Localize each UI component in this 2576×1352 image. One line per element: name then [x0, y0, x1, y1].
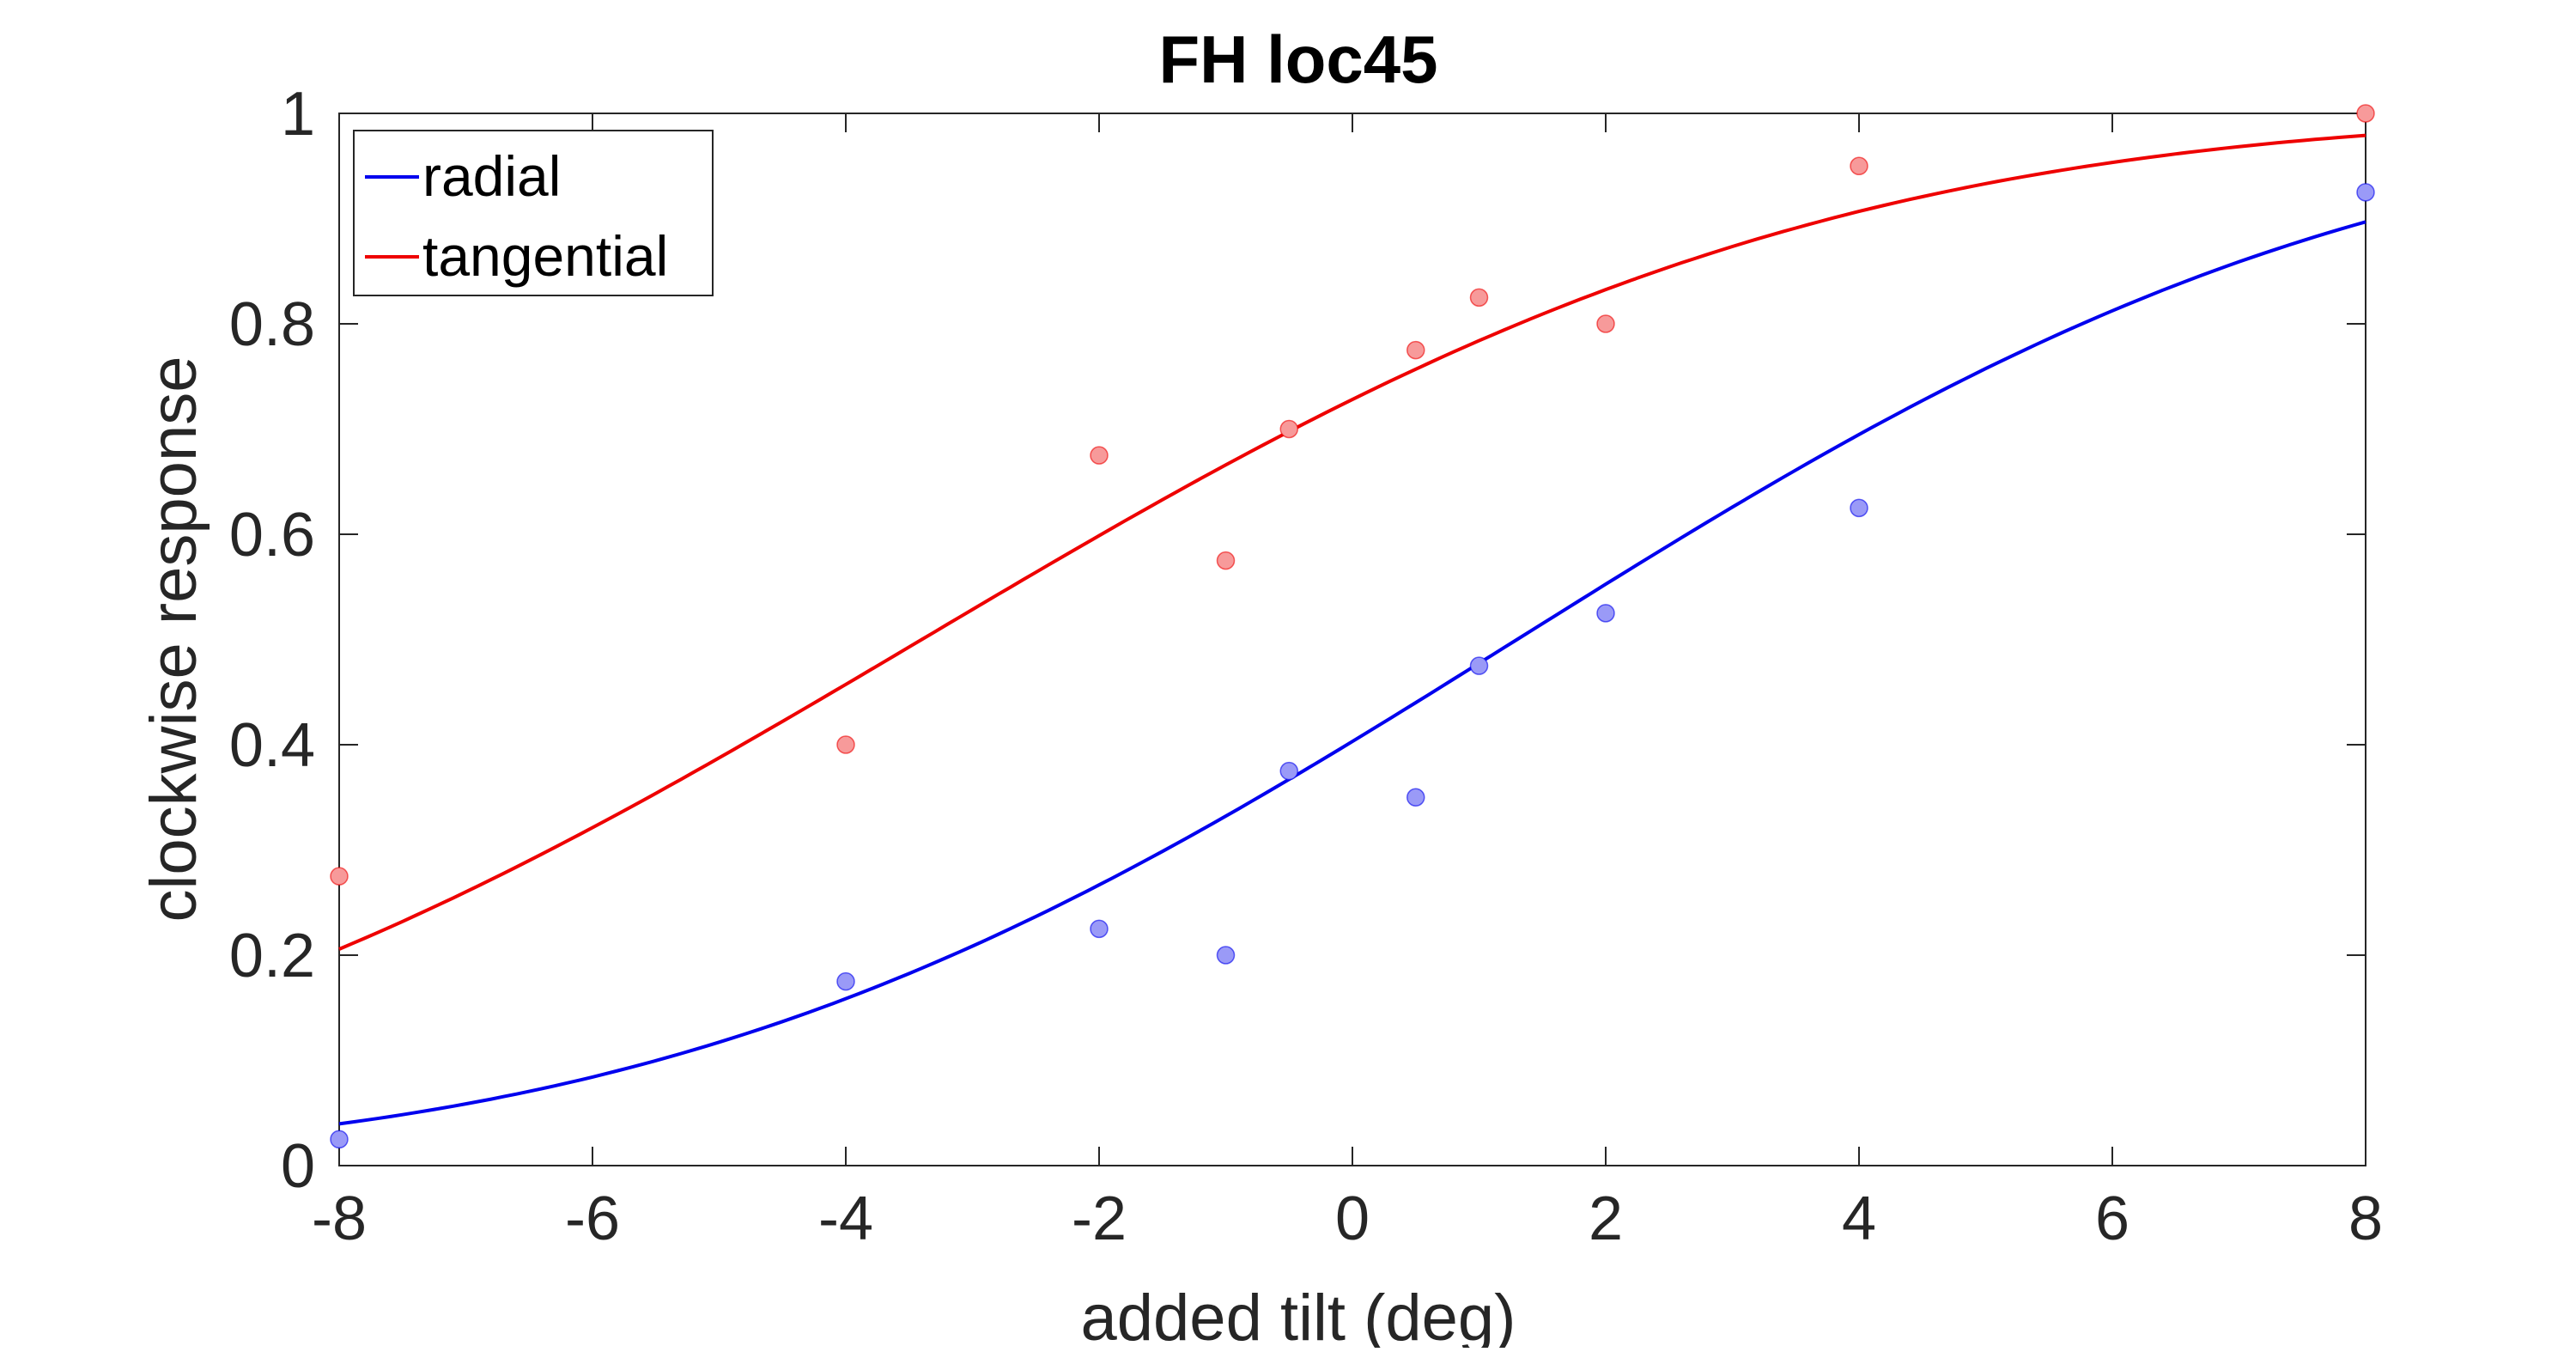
- x-axis-label: added tilt (deg): [1081, 1282, 1516, 1348]
- tangential-data-point: [1406, 340, 1425, 360]
- x-tick-label: -6: [565, 1185, 620, 1253]
- y-tick-label: 0.6: [229, 501, 315, 569]
- tangential-data-point: [2356, 104, 2375, 123]
- y-tick-label: 0: [281, 1132, 315, 1201]
- y-tick-label: 0.8: [229, 290, 315, 359]
- radial-data-point: [1090, 919, 1109, 939]
- radial-data-point: [1216, 946, 1236, 965]
- radial-data-point: [836, 971, 855, 991]
- legend-box: [353, 130, 714, 296]
- radial-data-point: [330, 1130, 349, 1149]
- tangential-fit-curve: [338, 133, 2366, 951]
- x-tick-label: 2: [1589, 1185, 1623, 1253]
- y-tick-label: 0.4: [229, 711, 315, 780]
- tangential-data-point: [1850, 156, 1868, 175]
- radial-data-point: [2356, 183, 2375, 202]
- legend: radial tangential: [353, 130, 714, 296]
- tangential-data-point: [1469, 288, 1489, 308]
- tangential-data-point: [1596, 314, 1615, 333]
- tangential-data-point: [1216, 551, 1236, 570]
- y-axis-label: clockwise response: [137, 356, 210, 923]
- tangential-data-point: [1090, 446, 1109, 465]
- axes: -8 -6 -4 -2 0 2 4 6 8 0 0.2 0.4 0.6 0.8 1: [229, 80, 2383, 1253]
- radial-data-point: [1850, 498, 1868, 518]
- tangential-data-point: [836, 735, 855, 754]
- x-tick-label: 8: [2348, 1185, 2383, 1253]
- x-tick-label: 6: [2095, 1185, 2129, 1253]
- tangential-data-point: [330, 867, 349, 886]
- data-points: [330, 104, 2375, 1149]
- fit-curves: [338, 133, 2366, 1126]
- radial-data-point: [1469, 656, 1489, 675]
- radial-data-point: [1279, 761, 1298, 781]
- radial-data-point: [1406, 788, 1425, 807]
- x-tick-label: -2: [1072, 1185, 1127, 1253]
- radial-legend-label: radial: [422, 144, 561, 208]
- y-tick-label: 1: [281, 80, 315, 149]
- x-tick-label: 4: [1842, 1185, 1876, 1253]
- tangential-data-point: [1279, 419, 1298, 439]
- x-tick-label: -4: [818, 1185, 873, 1253]
- radial-fit-curve: [338, 220, 2366, 1126]
- chart-title: FH loc45: [1158, 21, 1437, 97]
- x-tick-label: -8: [312, 1185, 367, 1253]
- radial-data-point: [1596, 604, 1615, 623]
- y-tick-label: 0.2: [229, 922, 315, 990]
- tangential-legend-label: tangential: [422, 224, 668, 288]
- x-tick-label: 0: [1335, 1185, 1370, 1253]
